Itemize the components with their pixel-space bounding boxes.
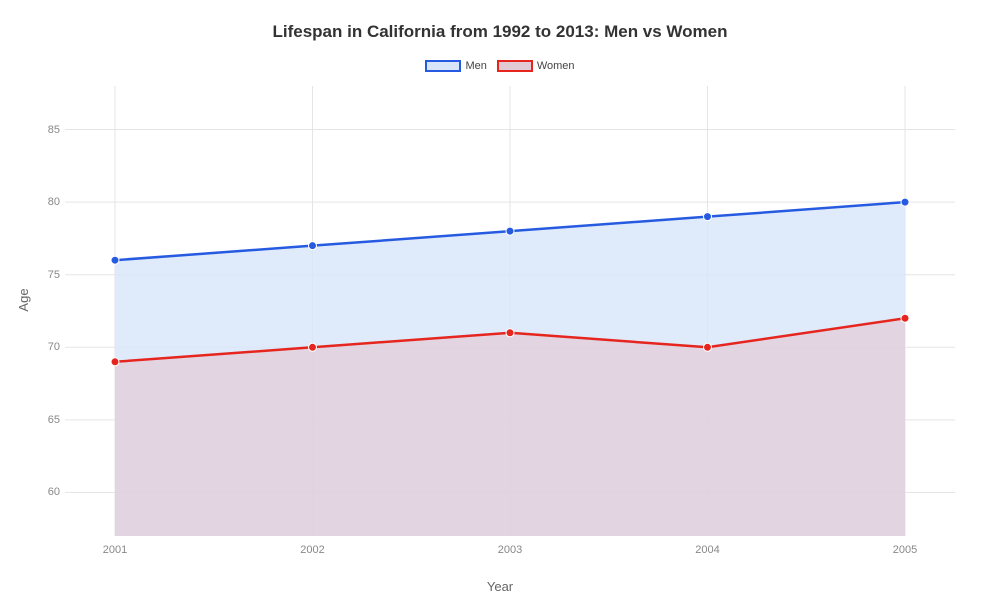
x-tick: 2003 xyxy=(498,544,522,556)
chart-title: Lifespan in California from 1992 to 2013… xyxy=(0,22,1000,42)
x-tick: 2002 xyxy=(300,544,324,556)
lifespan-chart: Lifespan in California from 1992 to 2013… xyxy=(0,0,1000,600)
x-axis-label: Year xyxy=(0,579,1000,594)
legend-label-men: Men xyxy=(465,60,486,72)
y-axis-label: Age xyxy=(16,288,31,311)
legend-swatch-men xyxy=(425,60,461,72)
x-tick: 2005 xyxy=(893,544,917,556)
legend-swatch-women xyxy=(497,60,533,72)
y-tick: 75 xyxy=(48,269,60,281)
y-tick: 80 xyxy=(48,196,60,208)
y-tick: 65 xyxy=(48,414,60,426)
legend-item-women: Women xyxy=(497,60,575,72)
y-tick: 60 xyxy=(48,486,60,498)
legend-label-women: Women xyxy=(537,60,575,72)
x-tick: 2004 xyxy=(695,544,719,556)
chart-legend: Men Women xyxy=(0,60,1000,72)
y-tick: 85 xyxy=(48,124,60,136)
x-tick: 2001 xyxy=(103,544,127,556)
legend-item-men: Men xyxy=(425,60,486,72)
plot-area xyxy=(65,86,955,536)
y-tick: 70 xyxy=(48,341,60,353)
